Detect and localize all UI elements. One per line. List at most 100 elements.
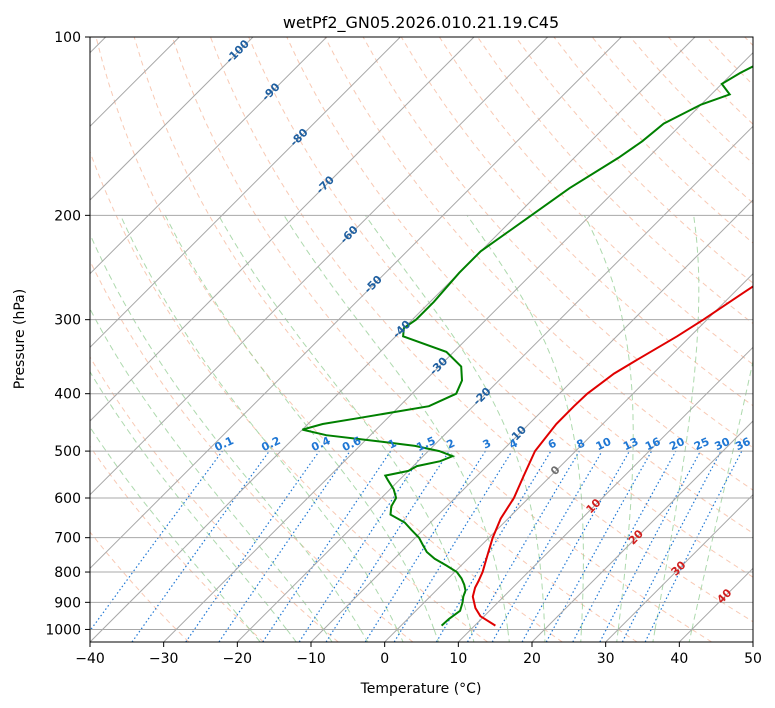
isotherm-line — [605, 493, 753, 642]
isotherm-line — [90, 37, 475, 422]
mixing-ratio-label: 30 — [713, 435, 733, 453]
x-tick-label: 30 — [597, 651, 615, 667]
isotherm-line — [90, 37, 328, 275]
isotherm-label: 20 — [626, 527, 646, 547]
isotherm-line — [310, 199, 753, 642]
moist-adiabat-line — [90, 308, 333, 642]
dewpoint-profile — [302, 65, 753, 627]
axes: −40 −30 −20 −10 0 10 20 30 40 50 1000 900 800 700 600 5… — [45, 30, 762, 667]
x-tick-label: 20 — [523, 651, 541, 667]
mixing-ratio-label: 25 — [692, 435, 711, 453]
x-tick-label: 10 — [449, 651, 467, 667]
mixing-ratio-label: 36 — [733, 435, 753, 453]
dry-adiabat-line — [90, 259, 414, 642]
dry-adiabat-line — [248, 37, 753, 578]
isotherm-label: -20 — [470, 385, 493, 408]
mixing-ratio-line — [572, 450, 677, 642]
mixing-ratio-label: 6 — [546, 436, 559, 451]
mixing-ratio-line — [393, 450, 513, 642]
dry-adiabat-line — [210, 37, 753, 623]
y-tick-label: 800 — [54, 565, 81, 581]
dry-adiabat-line — [90, 531, 190, 642]
dry-adiabat-line — [515, 37, 753, 284]
mixing-ratio-label: 2 — [445, 437, 457, 452]
mixing-ratio-line — [131, 450, 270, 642]
profile-lines — [302, 65, 753, 627]
mixing-ratio-label: 16 — [643, 435, 663, 453]
mixing-ratio-line — [599, 450, 702, 642]
isotherm-line — [163, 51, 753, 642]
isotherm-line — [678, 567, 753, 642]
x-tick-label: 50 — [744, 651, 762, 667]
x-axis-label: Temperature (°C) — [360, 681, 482, 697]
moist-adiabat-line — [688, 358, 753, 642]
y-tick-label: 100 — [54, 30, 81, 46]
x-tick-label: −30 — [149, 651, 179, 667]
dry-adiabat-line — [90, 150, 488, 642]
x-tick-label: −10 — [296, 651, 326, 667]
mixing-ratio-label: 20 — [667, 435, 687, 453]
isotherm-label: -50 — [362, 273, 385, 296]
y-tick-label: 500 — [54, 444, 81, 460]
y-tick-label: 1000 — [45, 622, 81, 638]
dry-adiabat-line — [133, 37, 638, 642]
dry-adiabat-line — [90, 356, 339, 642]
x-tick-label: 40 — [670, 651, 688, 667]
y-tick-label: 900 — [54, 595, 81, 611]
dry-adiabat-line — [744, 37, 753, 47]
isotherm-line — [752, 641, 753, 642]
mixing-ratio-label: 3 — [481, 437, 493, 452]
x-tick-label: −40 — [75, 651, 105, 667]
mixing-ratio-line — [185, 450, 320, 642]
x-tick-label: −20 — [223, 651, 253, 667]
moist-adiabat-line — [90, 232, 369, 642]
y-tick-label: 700 — [54, 531, 81, 547]
moist-adiabat-line — [90, 426, 261, 642]
isotherm-line — [457, 346, 753, 642]
dry-adiabat-line — [591, 37, 753, 204]
mixing-ratio-line — [262, 450, 392, 642]
mixing-ratio-line — [90, 450, 223, 632]
dry-adiabat-line — [668, 37, 753, 125]
isotherm-label: -60 — [338, 223, 361, 246]
y-tick-label: 600 — [54, 491, 81, 507]
dry-adiabat-line — [553, 37, 753, 244]
isotherm-label: -100 — [223, 37, 252, 66]
isotherm-line — [90, 37, 254, 201]
isotherm-label: -70 — [314, 173, 337, 196]
isotherm-line — [90, 37, 622, 570]
y-axis-label: Pressure (hPa) — [12, 289, 28, 389]
isotherm-line — [90, 37, 696, 642]
isotherm-line — [90, 37, 549, 496]
x-tick-label: 0 — [380, 651, 389, 667]
y-tick-label: 300 — [54, 313, 81, 329]
dry-adiabat-line — [706, 37, 753, 86]
background-lines — [90, 37, 753, 642]
isotherm-line — [531, 420, 753, 642]
y-tick-label: 400 — [54, 387, 81, 403]
mixing-ratio-line — [218, 450, 351, 642]
temperature-profile — [471, 285, 753, 627]
mixing-ratio-label: 10 — [594, 435, 614, 453]
isotherm-line — [384, 272, 753, 642]
dry-adiabat-line — [95, 37, 563, 642]
moist-adiabat-line — [283, 215, 510, 642]
dry-adiabat-line — [400, 37, 753, 407]
dry-adiabat-line — [90, 445, 264, 642]
dry-adiabat-line — [438, 37, 753, 366]
mixing-ratio-line — [435, 450, 552, 642]
chart-title: wetPf2_GN05.2026.010.21.19.C45 — [283, 13, 559, 33]
isotherm-label: -40 — [390, 318, 413, 341]
isotherm-line — [236, 125, 753, 642]
dry-adiabat-line — [171, 37, 712, 642]
plot-frame — [89, 36, 754, 643]
moist-adiabat-line — [120, 215, 404, 642]
mixing-ratio-line — [364, 450, 486, 642]
mixing-ratio-label: 13 — [621, 435, 640, 453]
mixing-ratio-line — [644, 450, 743, 642]
isotherm-line — [90, 37, 401, 349]
mixing-ratio-line — [325, 450, 450, 642]
mixing-ratio-line — [545, 450, 653, 642]
